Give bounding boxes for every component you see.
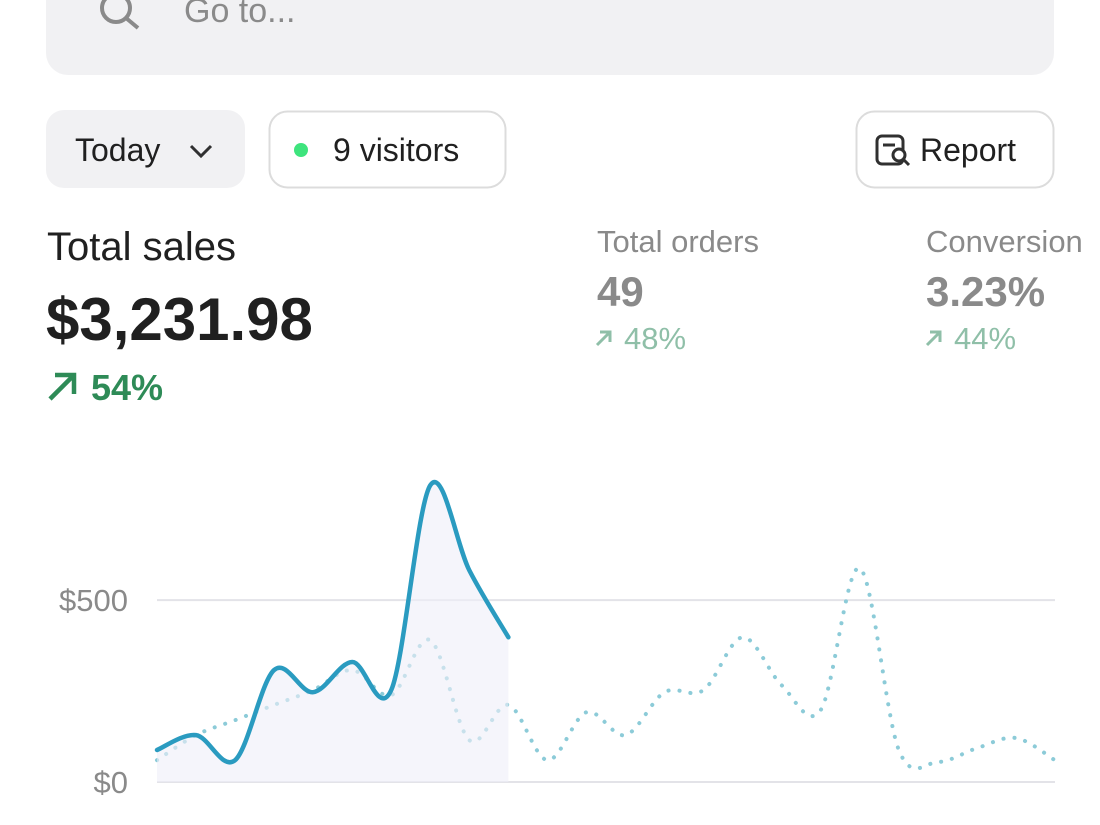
- search-bar[interactable]: [46, 0, 1054, 75]
- search-placeholder: Go to...: [184, 0, 296, 30]
- report-label: Report: [920, 132, 1016, 168]
- period-label: Today: [75, 132, 160, 168]
- series-line: [155, 566, 1057, 771]
- report-button[interactable]: [855, 110, 1055, 189]
- live-dot: [294, 143, 308, 157]
- up-arrow: [925, 330, 942, 347]
- chart: $0 $500: [59, 480, 1057, 800]
- y-tick-label: $500: [59, 583, 128, 618]
- report-icon: [875, 134, 911, 167]
- metric-change: 44%: [954, 321, 1016, 356]
- metric-change: 48%: [624, 321, 686, 356]
- metric-label: Total sales: [47, 225, 236, 269]
- visitors-label: 9 visitors: [333, 132, 459, 168]
- chevron: [189, 144, 213, 159]
- metric-value: 49: [597, 268, 644, 315]
- area: [157, 482, 509, 782]
- y-tick-label: $0: [94, 765, 128, 800]
- metric-label: Conversion: [926, 224, 1083, 259]
- metric-value: 3.23%: [926, 268, 1045, 315]
- series-line: [154, 480, 511, 765]
- up-arrow: [595, 330, 612, 347]
- search-icon: [100, 0, 140, 30]
- visitors-button[interactable]: [268, 110, 507, 189]
- metric-label: Total orders: [597, 224, 759, 259]
- up-arrow: [48, 372, 77, 401]
- metric-value: $3,231.98: [46, 286, 313, 353]
- period-button[interactable]: [46, 110, 245, 188]
- metric-change: 54%: [91, 367, 163, 408]
